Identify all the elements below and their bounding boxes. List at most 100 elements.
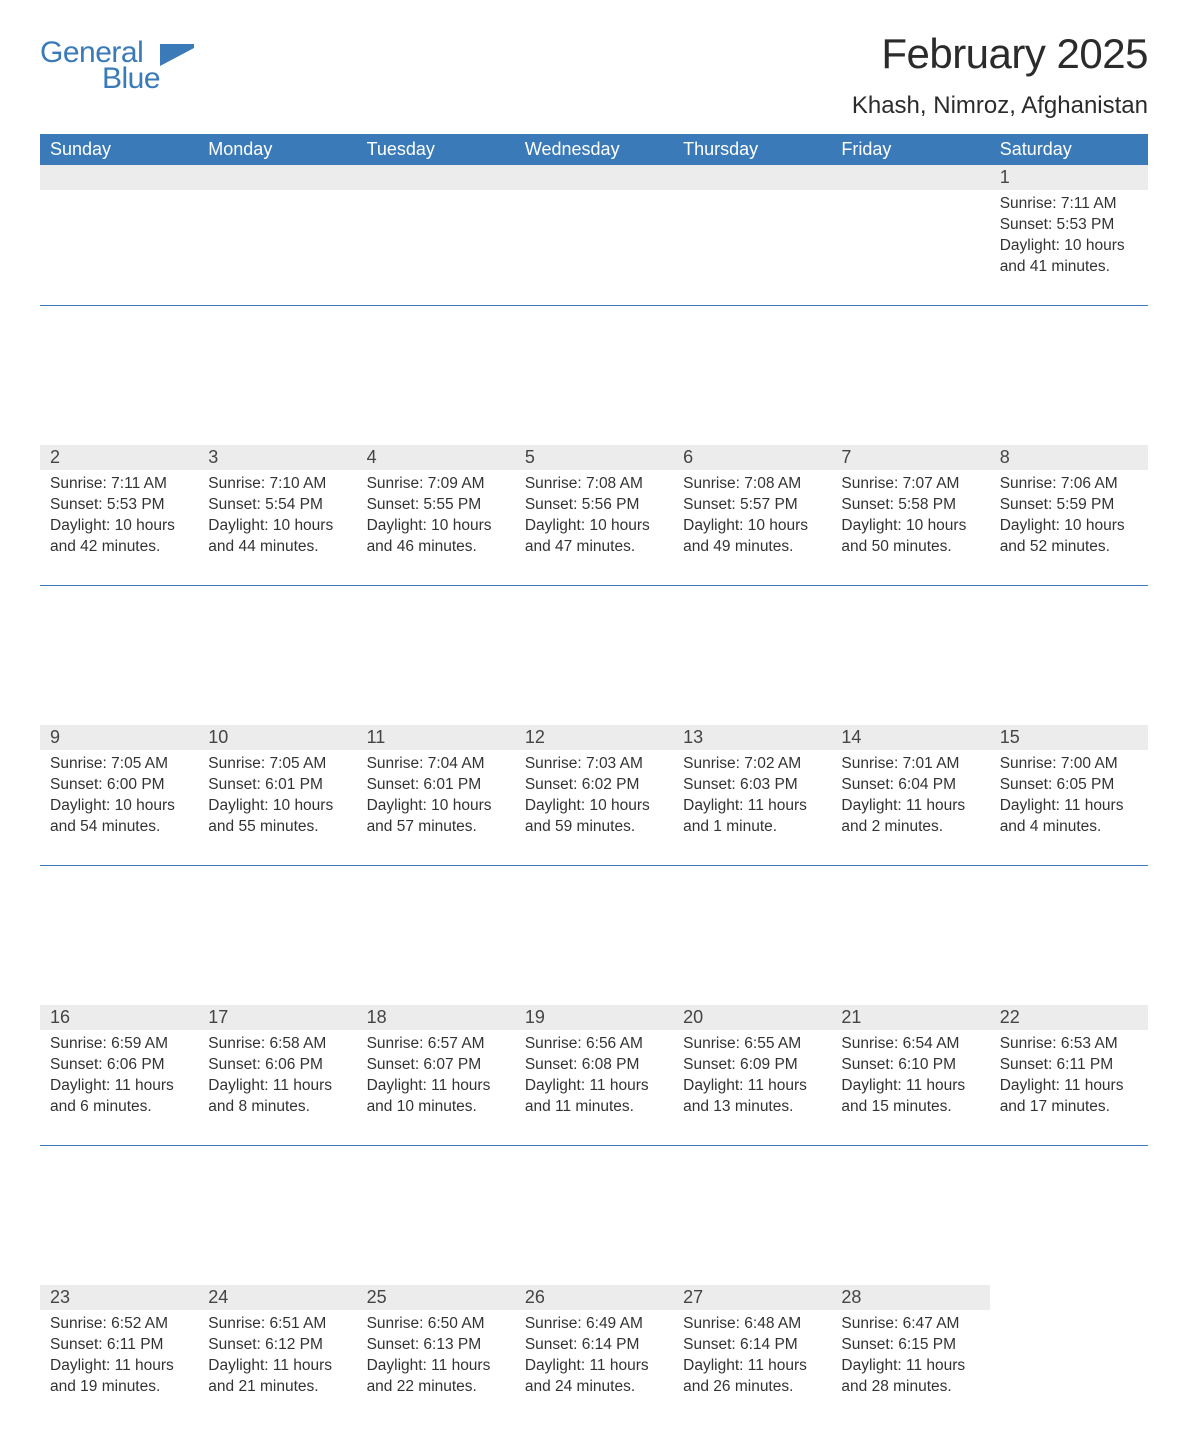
day-number: 14 xyxy=(831,725,989,750)
day-number: 24 xyxy=(198,1285,356,1310)
day-detail: Sunrise: 7:01 AMSunset: 6:04 PMDaylight:… xyxy=(831,750,989,846)
day-detail: Sunrise: 7:00 AMSunset: 6:05 PMDaylight:… xyxy=(990,750,1148,846)
sunrise-line: Sunrise: 7:06 AM xyxy=(1000,474,1138,495)
day-number: 8 xyxy=(990,445,1148,470)
sunrise-line: Sunrise: 7:09 AM xyxy=(367,474,505,495)
calendar-week-row: 16Sunrise: 6:59 AMSunset: 6:06 PMDayligh… xyxy=(40,1005,1148,1145)
daylight-line: Daylight: 10 hours and 57 minutes. xyxy=(367,796,505,838)
day-detail: Sunrise: 7:08 AMSunset: 5:56 PMDaylight:… xyxy=(515,470,673,566)
daylight-line: Daylight: 10 hours and 49 minutes. xyxy=(683,516,821,558)
sunset-line: Sunset: 5:56 PM xyxy=(525,495,663,516)
daylight-line: Daylight: 11 hours and 11 minutes. xyxy=(525,1076,663,1118)
sunset-line: Sunset: 6:03 PM xyxy=(683,775,821,796)
day-number: 26 xyxy=(515,1285,673,1310)
day-number: 17 xyxy=(198,1005,356,1030)
calendar-week-row: 23Sunrise: 6:52 AMSunset: 6:11 PMDayligh… xyxy=(40,1285,1148,1425)
daylight-line: Daylight: 10 hours and 42 minutes. xyxy=(50,516,188,558)
sunrise-line: Sunrise: 7:03 AM xyxy=(525,754,663,775)
day-detail: Sunrise: 7:11 AMSunset: 5:53 PMDaylight:… xyxy=(40,470,198,566)
sunset-line: Sunset: 6:02 PM xyxy=(525,775,663,796)
brand-word-2: Blue xyxy=(102,64,160,94)
day-number: 1 xyxy=(990,165,1148,190)
daylight-line: Daylight: 11 hours and 1 minute. xyxy=(683,796,821,838)
empty-daynum-strip xyxy=(831,165,989,190)
daylight-line: Daylight: 11 hours and 10 minutes. xyxy=(367,1076,505,1118)
sunset-line: Sunset: 6:00 PM xyxy=(50,775,188,796)
sunset-line: Sunset: 5:54 PM xyxy=(208,495,346,516)
daylight-line: Daylight: 11 hours and 8 minutes. xyxy=(208,1076,346,1118)
calendar-day-cell: 17Sunrise: 6:58 AMSunset: 6:06 PMDayligh… xyxy=(198,1005,356,1145)
daylight-line: Daylight: 11 hours and 19 minutes. xyxy=(50,1356,188,1398)
daylight-line: Daylight: 10 hours and 54 minutes. xyxy=(50,796,188,838)
calendar-day-cell: 23Sunrise: 6:52 AMSunset: 6:11 PMDayligh… xyxy=(40,1285,198,1425)
sunset-line: Sunset: 6:06 PM xyxy=(208,1055,346,1076)
day-detail: Sunrise: 6:56 AMSunset: 6:08 PMDaylight:… xyxy=(515,1030,673,1126)
daylight-line: Daylight: 10 hours and 46 minutes. xyxy=(367,516,505,558)
calendar-day-cell: 19Sunrise: 6:56 AMSunset: 6:08 PMDayligh… xyxy=(515,1005,673,1145)
calendar-day-cell: 26Sunrise: 6:49 AMSunset: 6:14 PMDayligh… xyxy=(515,1285,673,1425)
day-detail: Sunrise: 6:57 AMSunset: 6:07 PMDaylight:… xyxy=(357,1030,515,1126)
sunset-line: Sunset: 6:12 PM xyxy=(208,1335,346,1356)
day-number: 19 xyxy=(515,1005,673,1030)
calendar-week-row: 2Sunrise: 7:11 AMSunset: 5:53 PMDaylight… xyxy=(40,445,1148,585)
calendar-empty-cell xyxy=(990,1285,1148,1425)
daylight-line: Daylight: 10 hours and 55 minutes. xyxy=(208,796,346,838)
sunrise-line: Sunrise: 6:57 AM xyxy=(367,1034,505,1055)
sunrise-line: Sunrise: 7:01 AM xyxy=(841,754,979,775)
calendar-week-row: 1Sunrise: 7:11 AMSunset: 5:53 PMDaylight… xyxy=(40,165,1148,305)
empty-daynum-strip xyxy=(515,165,673,190)
sunrise-line: Sunrise: 7:07 AM xyxy=(841,474,979,495)
day-number: 22 xyxy=(990,1005,1148,1030)
calendar-day-cell: 28Sunrise: 6:47 AMSunset: 6:15 PMDayligh… xyxy=(831,1285,989,1425)
day-detail: Sunrise: 6:59 AMSunset: 6:06 PMDaylight:… xyxy=(40,1030,198,1126)
sunrise-line: Sunrise: 6:49 AM xyxy=(525,1314,663,1335)
daylight-line: Daylight: 11 hours and 28 minutes. xyxy=(841,1356,979,1398)
day-number: 11 xyxy=(357,725,515,750)
calendar-day-cell: 7Sunrise: 7:07 AMSunset: 5:58 PMDaylight… xyxy=(831,445,989,585)
day-detail: Sunrise: 6:49 AMSunset: 6:14 PMDaylight:… xyxy=(515,1310,673,1406)
daylight-line: Daylight: 11 hours and 21 minutes. xyxy=(208,1356,346,1398)
day-number: 15 xyxy=(990,725,1148,750)
calendar-empty-cell xyxy=(40,165,198,305)
calendar-day-cell: 14Sunrise: 7:01 AMSunset: 6:04 PMDayligh… xyxy=(831,725,989,865)
sunrise-line: Sunrise: 6:48 AM xyxy=(683,1314,821,1335)
daylight-line: Daylight: 11 hours and 13 minutes. xyxy=(683,1076,821,1118)
calendar-day-cell: 20Sunrise: 6:55 AMSunset: 6:09 PMDayligh… xyxy=(673,1005,831,1145)
sunset-line: Sunset: 6:11 PM xyxy=(1000,1055,1138,1076)
day-detail: Sunrise: 6:53 AMSunset: 6:11 PMDaylight:… xyxy=(990,1030,1148,1126)
sunrise-line: Sunrise: 6:52 AM xyxy=(50,1314,188,1335)
sunset-line: Sunset: 5:57 PM xyxy=(683,495,821,516)
sunrise-line: Sunrise: 7:10 AM xyxy=(208,474,346,495)
day-number: 2 xyxy=(40,445,198,470)
day-detail: Sunrise: 7:11 AMSunset: 5:53 PMDaylight:… xyxy=(990,190,1148,286)
calendar-day-cell: 6Sunrise: 7:08 AMSunset: 5:57 PMDaylight… xyxy=(673,445,831,585)
daylight-line: Daylight: 10 hours and 52 minutes. xyxy=(1000,516,1138,558)
empty-daynum-strip xyxy=(673,165,831,190)
calendar-day-cell: 21Sunrise: 6:54 AMSunset: 6:10 PMDayligh… xyxy=(831,1005,989,1145)
weekday-header: Friday xyxy=(831,134,989,165)
sunset-line: Sunset: 6:01 PM xyxy=(367,775,505,796)
day-detail: Sunrise: 6:54 AMSunset: 6:10 PMDaylight:… xyxy=(831,1030,989,1126)
weekday-header: Thursday xyxy=(673,134,831,165)
empty-daynum-strip xyxy=(198,165,356,190)
day-detail: Sunrise: 7:04 AMSunset: 6:01 PMDaylight:… xyxy=(357,750,515,846)
day-detail: Sunrise: 6:50 AMSunset: 6:13 PMDaylight:… xyxy=(357,1310,515,1406)
calendar-day-cell: 13Sunrise: 7:02 AMSunset: 6:03 PMDayligh… xyxy=(673,725,831,865)
calendar-day-cell: 24Sunrise: 6:51 AMSunset: 6:12 PMDayligh… xyxy=(198,1285,356,1425)
empty-daynum-strip xyxy=(40,165,198,190)
calendar-empty-cell xyxy=(673,165,831,305)
day-number: 3 xyxy=(198,445,356,470)
calendar-empty-cell xyxy=(198,165,356,305)
weekday-header: Tuesday xyxy=(357,134,515,165)
sunset-line: Sunset: 5:53 PM xyxy=(50,495,188,516)
sunset-line: Sunset: 6:04 PM xyxy=(841,775,979,796)
sunset-line: Sunset: 6:01 PM xyxy=(208,775,346,796)
day-detail: Sunrise: 6:47 AMSunset: 6:15 PMDaylight:… xyxy=(831,1310,989,1406)
week-separator xyxy=(40,1145,1148,1285)
sunrise-line: Sunrise: 7:08 AM xyxy=(683,474,821,495)
sunset-line: Sunset: 6:05 PM xyxy=(1000,775,1138,796)
daylight-line: Daylight: 10 hours and 59 minutes. xyxy=(525,796,663,838)
sunset-line: Sunset: 6:09 PM xyxy=(683,1055,821,1076)
calendar-day-cell: 1Sunrise: 7:11 AMSunset: 5:53 PMDaylight… xyxy=(990,165,1148,305)
sunset-line: Sunset: 6:08 PM xyxy=(525,1055,663,1076)
